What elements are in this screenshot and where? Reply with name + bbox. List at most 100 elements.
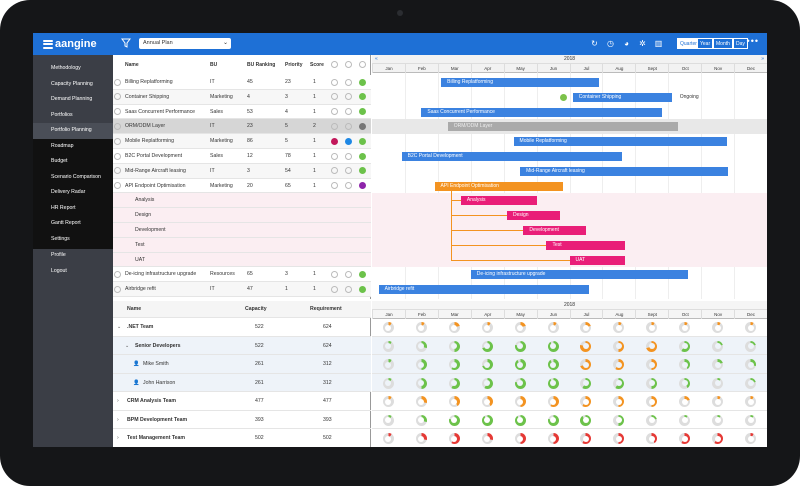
utilization-donut[interactable] <box>646 396 658 407</box>
utilization-donut[interactable] <box>382 433 394 444</box>
utilization-donut[interactable] <box>580 377 592 389</box>
utilization-donut[interactable] <box>613 396 625 407</box>
gantt-next-icon[interactable]: » <box>761 56 764 62</box>
header-name[interactable]: Name <box>125 62 139 68</box>
utilization-donut[interactable] <box>580 322 592 333</box>
utilization-donut[interactable] <box>448 433 460 444</box>
utilization-donut[interactable] <box>745 340 757 352</box>
period-day[interactable]: Day <box>733 38 748 49</box>
utilization-donut[interactable] <box>679 359 691 370</box>
task-row[interactable]: De-icing infrastructure upgrade Resources… <box>113 267 371 283</box>
utilization-donut[interactable] <box>613 340 625 352</box>
gantt-bar[interactable]: Airbridge refit <box>378 285 590 295</box>
utilization-donut[interactable] <box>679 396 691 407</box>
header-bu-ranking[interactable]: BU Ranking <box>247 62 276 68</box>
utilization-donut[interactable] <box>448 396 460 407</box>
expand-icon[interactable]: › <box>117 398 119 404</box>
utilization-donut[interactable] <box>382 377 394 389</box>
row-flag-icon[interactable] <box>359 122 366 130</box>
utilization-donut[interactable] <box>415 414 427 426</box>
utilization-donut[interactable] <box>547 340 559 352</box>
more-icon[interactable]: ••• <box>746 36 759 46</box>
utilization-donut[interactable] <box>679 340 691 352</box>
utilization-donut[interactable] <box>481 322 493 333</box>
row-status-icon[interactable] <box>331 285 338 293</box>
utilization-donut[interactable] <box>712 396 724 407</box>
utilization-donut[interactable] <box>382 414 394 426</box>
gantt-bar[interactable]: Mobile Replatforming <box>513 137 728 147</box>
task-row[interactable]: Development <box>113 223 371 238</box>
utilization-donut[interactable] <box>646 414 658 426</box>
utilization-donut[interactable] <box>514 359 526 370</box>
utilization-donut[interactable] <box>613 433 625 444</box>
utilization-donut[interactable] <box>580 340 592 352</box>
header-priority[interactable]: Priority <box>285 62 303 68</box>
utilization-donut[interactable] <box>448 340 460 352</box>
sidebar-item-logout[interactable]: Logout <box>51 267 67 274</box>
row-info-icon[interactable] <box>345 182 352 190</box>
period-year[interactable]: Year <box>697 38 714 49</box>
utilization-donut[interactable] <box>679 414 691 426</box>
utilization-donut[interactable] <box>712 414 724 426</box>
utilization-donut[interactable] <box>745 359 757 370</box>
row-flag-icon[interactable] <box>359 270 366 278</box>
utilization-donut[interactable] <box>547 359 559 370</box>
row-info-icon[interactable] <box>345 285 352 293</box>
resource-row[interactable]: ⌄ .NET Team 522 624 <box>113 318 371 337</box>
utilization-donut[interactable] <box>382 359 394 370</box>
utilization-donut[interactable] <box>547 377 559 389</box>
utilization-donut[interactable] <box>382 322 394 333</box>
row-status-icon[interactable] <box>331 167 338 175</box>
row-check-icon[interactable] <box>114 78 121 86</box>
row-check-icon[interactable] <box>114 122 121 130</box>
gantt-bar[interactable]: B2C Portal Development <box>401 152 623 161</box>
utilization-donut[interactable] <box>481 340 493 352</box>
task-row[interactable]: Saas Concurrent Performance Sales 53 4 1 <box>113 104 371 120</box>
row-info-icon[interactable] <box>345 108 352 116</box>
utilization-donut[interactable] <box>613 414 625 426</box>
utilization-donut[interactable] <box>580 433 592 444</box>
utilization-donut[interactable] <box>712 359 724 370</box>
resource-header-name[interactable]: Name <box>127 306 142 312</box>
sidebar-item-roadmap[interactable]: Roadmap <box>33 138 113 154</box>
utilization-donut[interactable] <box>712 377 724 389</box>
row-info-icon[interactable] <box>345 93 352 101</box>
task-row[interactable]: Airbridge refit IT 47 1 1 <box>113 282 371 297</box>
row-flag-icon[interactable] <box>359 108 366 116</box>
row-check-icon[interactable] <box>114 182 121 190</box>
utilization-donut[interactable] <box>481 377 493 389</box>
clock-icon[interactable]: ◷ <box>607 39 614 48</box>
resource-row[interactable]: › CRM Analysis Team 477 477 <box>113 392 371 411</box>
utilization-donut[interactable] <box>481 414 493 426</box>
utilization-donut[interactable] <box>679 322 691 333</box>
utilization-donut[interactable] <box>415 322 427 333</box>
task-row[interactable]: Mobile Replatforming Marketing 86 5 1 <box>113 134 371 149</box>
utilization-donut[interactable] <box>448 377 460 389</box>
utilization-donut[interactable] <box>514 396 526 407</box>
resource-header-requirement[interactable]: Requirement <box>310 306 342 312</box>
utilization-donut[interactable] <box>613 377 625 389</box>
row-info-icon[interactable] <box>345 167 352 175</box>
utilization-donut[interactable] <box>481 396 493 407</box>
utilization-donut[interactable] <box>646 377 658 389</box>
utilization-donut[interactable] <box>481 359 493 370</box>
task-row[interactable]: UAT <box>113 252 371 268</box>
task-row[interactable]: B2C Portal Development Sales 12 78 1 <box>113 149 371 164</box>
utilization-donut[interactable] <box>415 396 427 407</box>
sidebar-item-scenario-comparison[interactable]: Scenario Comparison <box>33 169 113 185</box>
utilization-donut[interactable] <box>745 433 757 444</box>
refresh-icon[interactable]: ↻ <box>591 39 598 48</box>
gantt-bar[interactable]: API Endpoint Optimisation <box>434 181 563 191</box>
utilization-donut[interactable] <box>646 359 658 370</box>
utilization-donut[interactable] <box>514 322 526 333</box>
resource-row[interactable]: › Test Management Team 502 502 <box>113 429 371 447</box>
utilization-donut[interactable] <box>679 377 691 389</box>
resource-header-capacity[interactable]: Capacity <box>245 306 267 312</box>
gantt-bar[interactable]: Mid-Range Aircraft leasing <box>520 166 728 176</box>
utilization-donut[interactable] <box>745 396 757 407</box>
gantt-bar[interactable]: ORM/ODM Layer <box>447 122 679 132</box>
row-check-icon[interactable] <box>114 93 121 101</box>
gantt-bar[interactable]: Test <box>546 240 626 250</box>
resource-row[interactable]: 👤 Mike Smith 261 312 <box>113 355 371 374</box>
header-score[interactable]: Score <box>310 62 324 68</box>
